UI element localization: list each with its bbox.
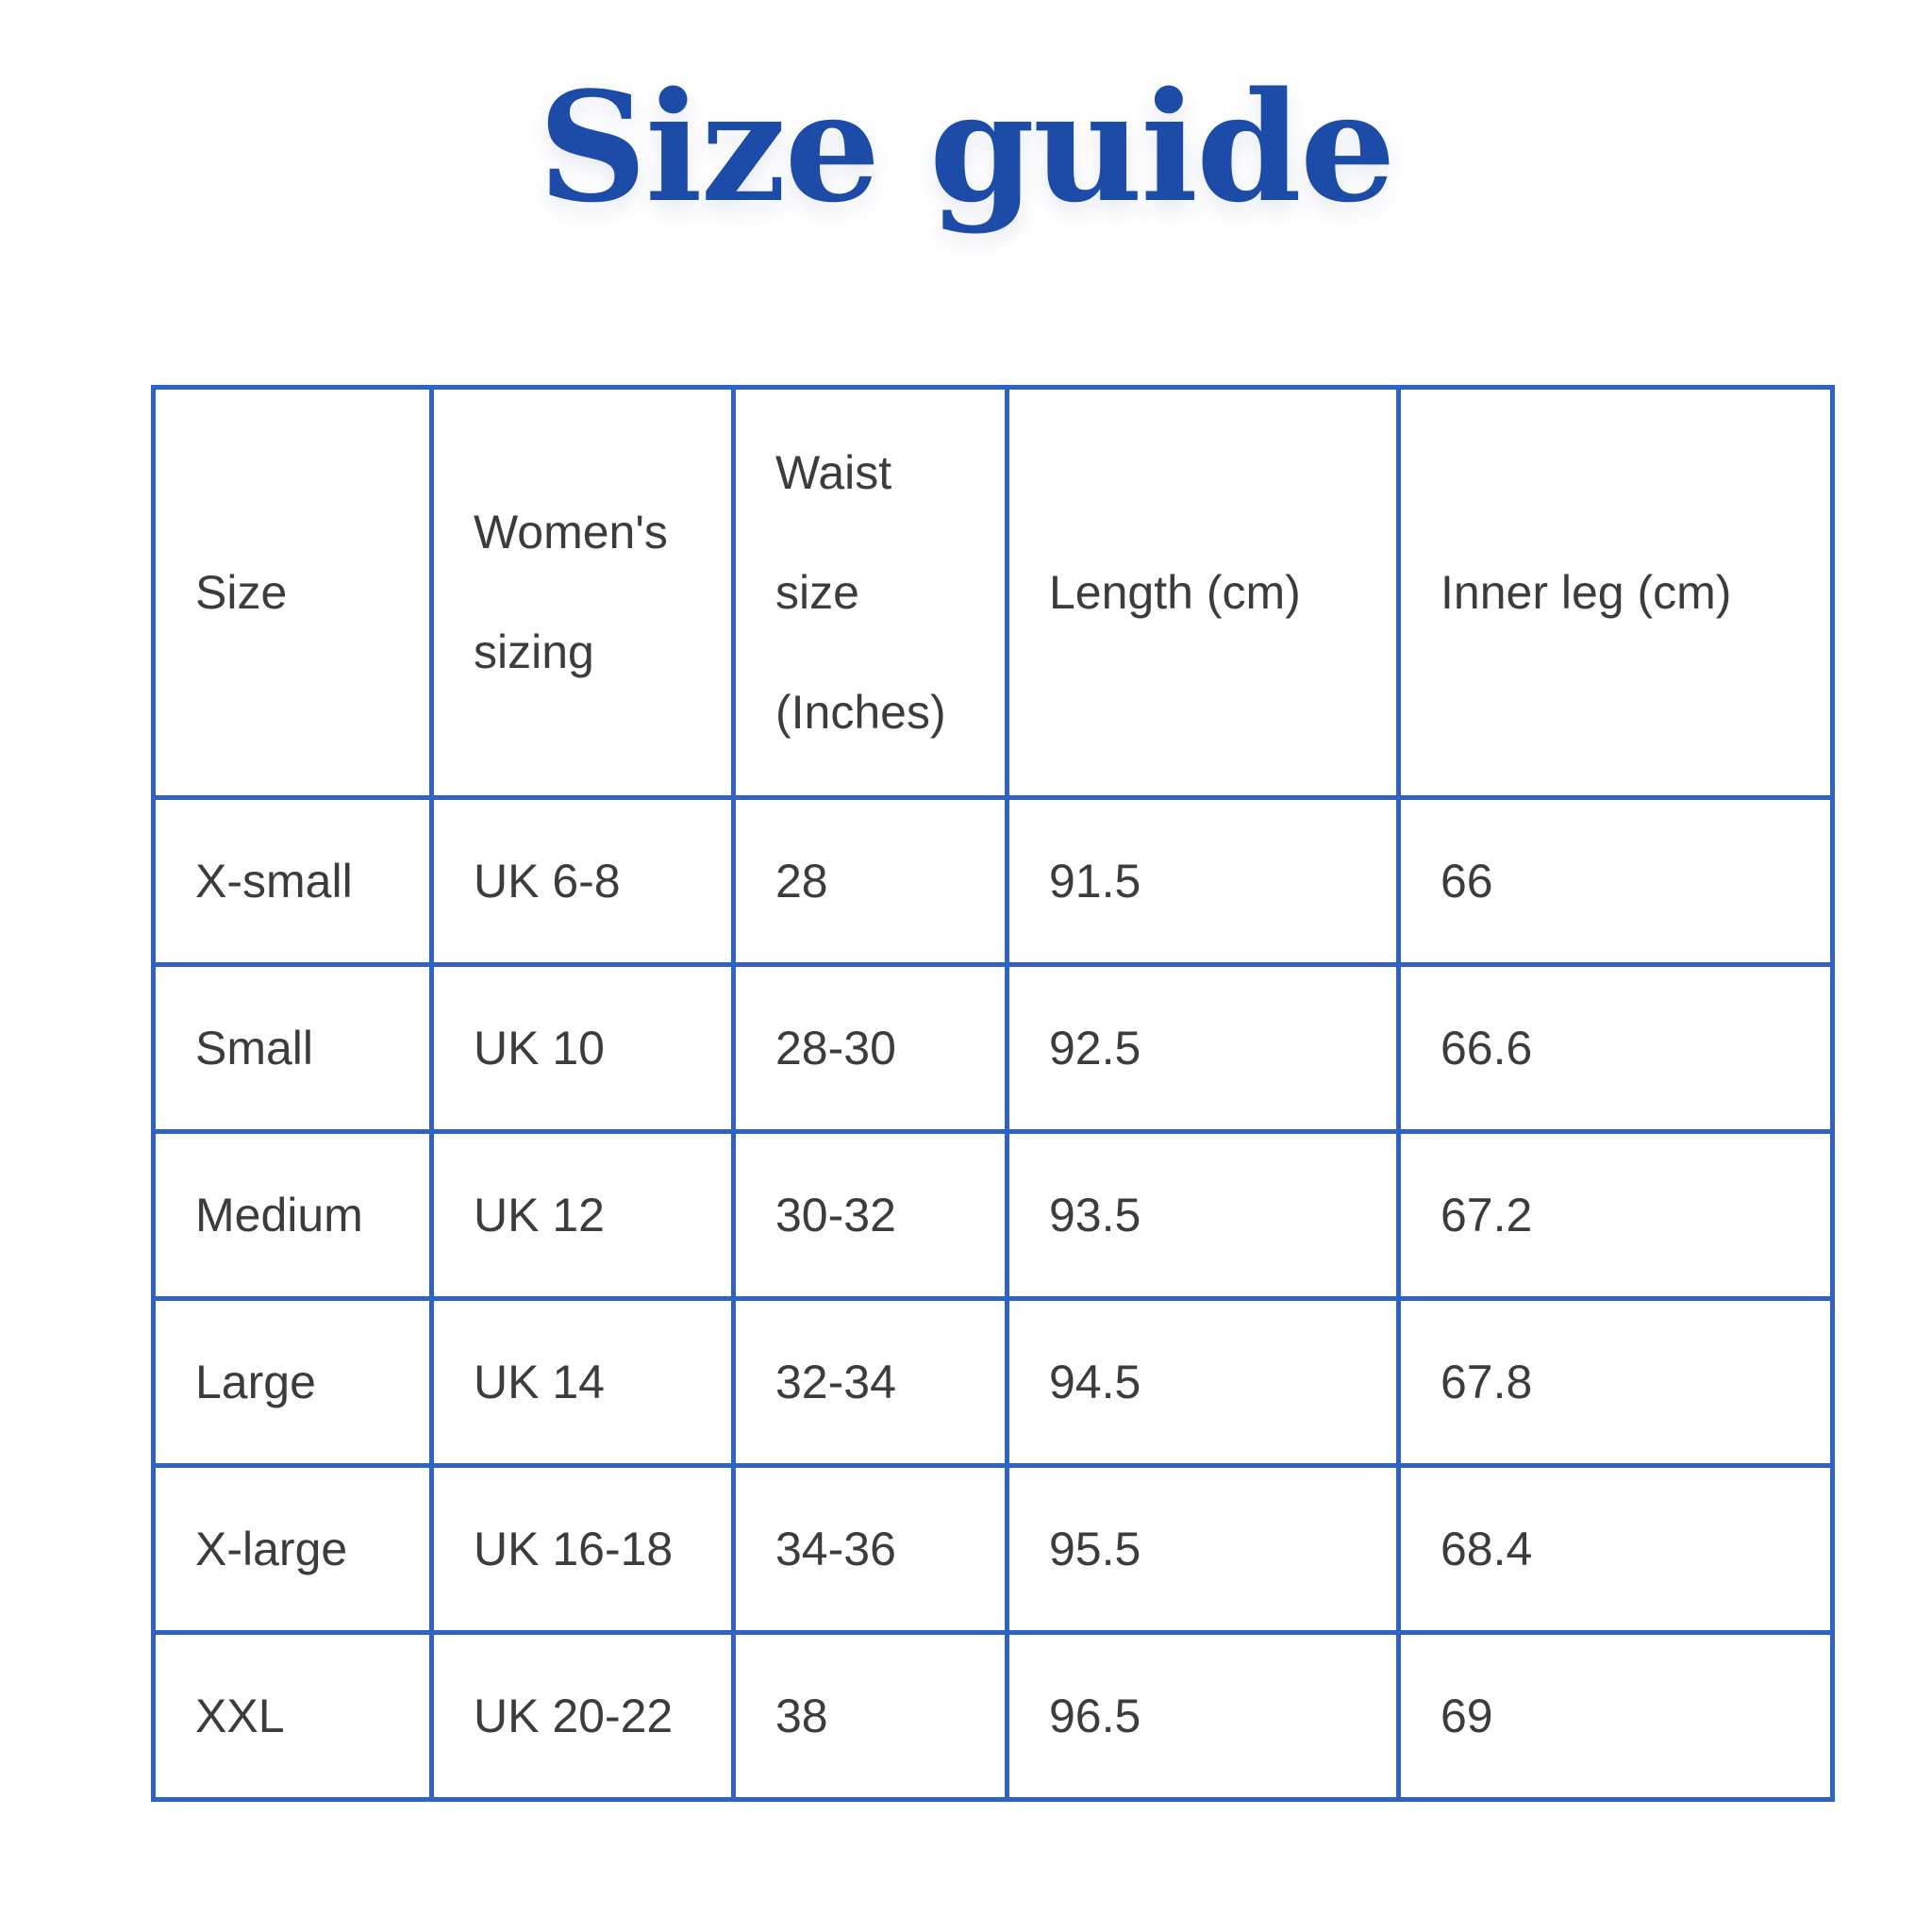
cell-inner-leg: 67.2 xyxy=(1396,1129,1835,1301)
cell-inner-leg: 66 xyxy=(1396,795,1835,967)
cell-inner-leg: 67.8 xyxy=(1396,1296,1835,1468)
column-header-inner-leg: Inner leg (cm) xyxy=(1396,385,1835,800)
column-header-length: Length (cm) xyxy=(1005,385,1401,800)
cell-womens-sizing: UK 20-22 xyxy=(429,1630,736,1802)
cell-size: Medium xyxy=(151,1129,434,1301)
cell-inner-leg: 69 xyxy=(1396,1630,1835,1802)
cell-size: X-small xyxy=(151,795,434,967)
cell-womens-sizing: UK 12 xyxy=(429,1129,736,1301)
cell-length: 93.5 xyxy=(1005,1129,1401,1301)
table-row-x-large: X-large UK 16-18 34-36 95.5 68.4 xyxy=(151,1463,1835,1635)
table-row-xxl: XXL UK 20-22 38 96.5 69 xyxy=(151,1630,1835,1802)
cell-waist-size: 32-34 xyxy=(731,1296,1009,1468)
cell-inner-leg: 66.6 xyxy=(1396,962,1835,1134)
cell-womens-sizing: UK 16-18 xyxy=(429,1463,736,1635)
column-header-size: Size xyxy=(151,385,434,800)
size-guide-table: Size Women's sizing Waist size (Inches) … xyxy=(151,385,1835,1802)
cell-waist-size: 30-32 xyxy=(731,1129,1009,1301)
cell-size: Small xyxy=(151,962,434,1134)
table-header-row: Size Women's sizing Waist size (Inches) … xyxy=(151,385,1835,800)
cell-waist-size: 28 xyxy=(731,795,1009,967)
cell-size: XXL xyxy=(151,1630,434,1802)
column-header-womens-sizing: Women's sizing xyxy=(429,385,736,800)
cell-womens-sizing: UK 14 xyxy=(429,1296,736,1468)
cell-length: 94.5 xyxy=(1005,1296,1401,1468)
table-row-small: Small UK 10 28-30 92.5 66.6 xyxy=(151,962,1835,1134)
cell-womens-sizing: UK 6-8 xyxy=(429,795,736,967)
cell-length: 91.5 xyxy=(1005,795,1401,967)
cell-size: Large xyxy=(151,1296,434,1468)
cell-waist-size: 34-36 xyxy=(731,1463,1009,1635)
cell-waist-size: 38 xyxy=(731,1630,1009,1802)
page-title: Size guide xyxy=(538,58,1395,236)
table-row-medium: Medium UK 12 30-32 93.5 67.2 xyxy=(151,1129,1835,1301)
cell-size: X-large xyxy=(151,1463,434,1635)
cell-length: 96.5 xyxy=(1005,1630,1401,1802)
cell-inner-leg: 68.4 xyxy=(1396,1463,1835,1635)
cell-womens-sizing: UK 10 xyxy=(429,962,736,1134)
column-header-waist-size: Waist size (Inches) xyxy=(731,385,1009,800)
cell-length: 92.5 xyxy=(1005,962,1401,1134)
table-row-x-small: X-small UK 6-8 28 91.5 66 xyxy=(151,795,1835,967)
cell-length: 95.5 xyxy=(1005,1463,1401,1635)
cell-waist-size: 28-30 xyxy=(731,962,1009,1134)
table-row-large: Large UK 14 32-34 94.5 67.8 xyxy=(151,1296,1835,1468)
